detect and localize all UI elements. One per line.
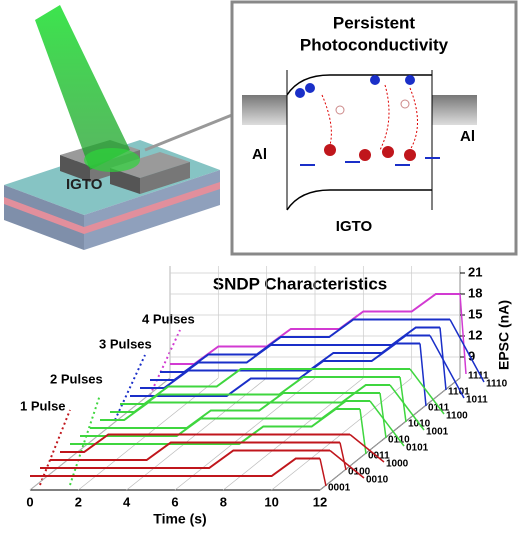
annotation: 3 Pulses — [99, 336, 152, 351]
series-leader — [349, 433, 385, 463]
series-leader — [399, 376, 407, 423]
annotation: 2 Pulses — [50, 371, 103, 386]
series-leader — [419, 343, 427, 407]
series-leader — [389, 384, 425, 431]
series-label: 1100 — [446, 411, 468, 422]
pulse-pointer — [114, 354, 146, 421]
y-axis-title: EPSC (nA) — [496, 300, 512, 370]
series-label: 1101 — [448, 387, 470, 398]
series-leader — [409, 368, 445, 415]
device-label: IGTO — [66, 176, 103, 193]
grid-line — [319, 377, 461, 491]
x-tick-label: 10 — [264, 494, 278, 509]
band-title: Photoconductivity — [300, 35, 449, 54]
chart-title: SNDP Characteristics — [213, 274, 388, 293]
series-label: 1001 — [426, 427, 449, 438]
series-line — [80, 400, 370, 437]
y-tick-label: 21 — [468, 264, 482, 279]
series-leader — [339, 442, 347, 471]
series-line — [130, 342, 420, 397]
right-contact: Al — [460, 128, 475, 145]
series-leader — [319, 458, 327, 487]
pulse-pointer — [149, 329, 181, 396]
series-line — [110, 376, 400, 413]
series-line — [40, 449, 330, 469]
series-label: 0010 — [366, 475, 389, 486]
series-leader — [449, 319, 485, 383]
annotation: 4 Pulses — [142, 311, 195, 326]
series-label: 1011 — [466, 395, 488, 406]
series-leader — [379, 392, 387, 439]
x-tick-label: 8 — [220, 494, 227, 509]
series-leader — [369, 400, 405, 447]
y-tick-label: 12 — [468, 327, 482, 342]
device-schematic: IGTO — [4, 5, 233, 250]
x-tick-label: 6 — [171, 494, 178, 509]
series-line — [70, 408, 360, 445]
series-line — [90, 392, 380, 429]
series-label: 0101 — [406, 443, 429, 454]
series-label: 1110 — [486, 379, 508, 390]
series-label: 0100 — [348, 467, 371, 478]
y-tick-label: 18 — [468, 285, 482, 300]
series-label: 0001 — [328, 483, 351, 494]
y-tick-label: 15 — [468, 306, 482, 321]
series-line — [30, 457, 320, 477]
series-label: 1111 — [468, 371, 489, 382]
x-tick-label: 2 — [75, 494, 82, 509]
series-line — [140, 334, 430, 389]
x-axis-title: Time (s) — [153, 511, 206, 527]
series-leader — [459, 293, 467, 375]
series-label: 0011 — [368, 451, 390, 462]
channel-label: IGTO — [336, 218, 373, 235]
series-line — [150, 326, 440, 381]
pulse-pointer — [69, 394, 101, 486]
pulse-pointer — [39, 409, 71, 486]
series-leader — [429, 335, 465, 399]
y-tick-label: 9 — [468, 348, 475, 363]
series-line — [120, 368, 410, 405]
series-line — [60, 433, 350, 453]
left-contact: Al — [252, 146, 267, 163]
x-tick-label: 4 — [123, 494, 131, 509]
series-line — [50, 441, 340, 461]
series-label: 1000 — [386, 459, 409, 470]
band-title: Persistent — [333, 13, 416, 32]
series-leader — [329, 449, 365, 479]
annotation: 1 Pulse — [20, 398, 66, 413]
series-line — [170, 293, 460, 365]
x-tick-label: 12 — [313, 494, 327, 509]
x-tick-label: 0 — [26, 494, 33, 509]
series-line — [160, 318, 450, 373]
series-line — [100, 384, 390, 421]
band-diagram: Persistent Photoconductivity Al Al IGTO — [230, 0, 518, 256]
